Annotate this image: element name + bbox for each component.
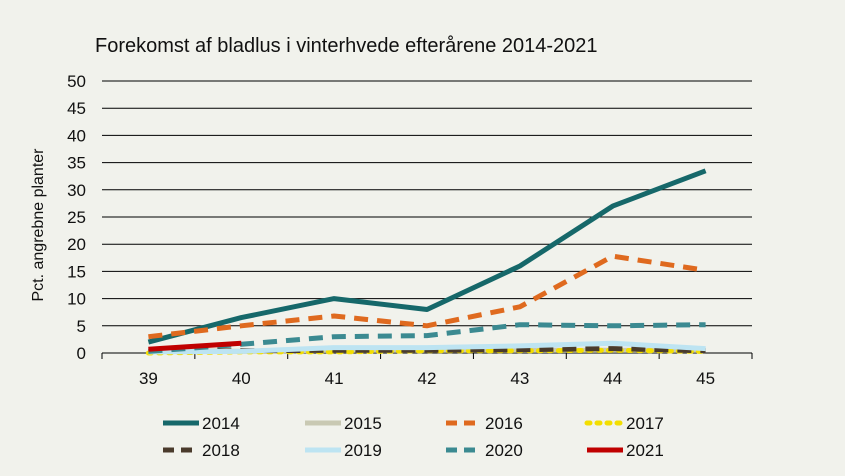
series-line-2016: [148, 253, 706, 340]
y-tick-40: 40: [67, 126, 86, 145]
x-tick-44: 44: [603, 369, 622, 388]
x-tick-42: 42: [418, 369, 437, 388]
y-axis-label: Pct. angrebne planter: [30, 148, 47, 302]
x-tick-39: 39: [139, 369, 158, 388]
x-tick-40: 40: [232, 369, 251, 388]
legend-label-2014: 2014: [202, 414, 240, 433]
y-tick-10: 10: [67, 290, 86, 309]
y-tick-25: 25: [67, 208, 86, 227]
y-tick-15: 15: [67, 262, 86, 281]
y-tick-0: 0: [77, 344, 86, 363]
x-tick-41: 41: [325, 369, 344, 388]
gridlines: [102, 80, 752, 354]
legend-label-2021: 2021: [626, 441, 664, 460]
x-tick-45: 45: [696, 369, 715, 388]
series-lines: [145, 168, 709, 356]
chart-title: Forekomst af bladlus i vinterhvede efter…: [95, 35, 598, 57]
y-tick-30: 30: [67, 181, 86, 200]
y-tick-labels: 0 5 10 15 20 25 30 35 40 45 50: [67, 72, 86, 363]
x-tick-labels: 39 40 41 42 43 44 45: [101, 353, 753, 388]
y-tick-20: 20: [67, 235, 86, 254]
series-line-2014: [147, 168, 707, 345]
x-tick-43: 43: [510, 369, 529, 388]
y-tick-35: 35: [67, 154, 86, 173]
legend-label-2015: 2015: [344, 414, 382, 433]
legend-label-2018: 2018: [202, 441, 240, 460]
legend-label-2016: 2016: [485, 414, 523, 433]
series-line-2019: [148, 340, 706, 355]
y-tick-5: 5: [77, 317, 86, 336]
y-tick-45: 45: [67, 99, 86, 118]
legend-label-2017: 2017: [626, 414, 664, 433]
legend-label-2019: 2019: [344, 441, 382, 460]
legend-label-2020: 2020: [485, 441, 523, 460]
y-tick-50: 50: [67, 72, 86, 91]
legend: 2014 2015 2016 2017 2018 2019 2020 2021: [163, 414, 664, 460]
series-line-2021: [148, 340, 242, 352]
